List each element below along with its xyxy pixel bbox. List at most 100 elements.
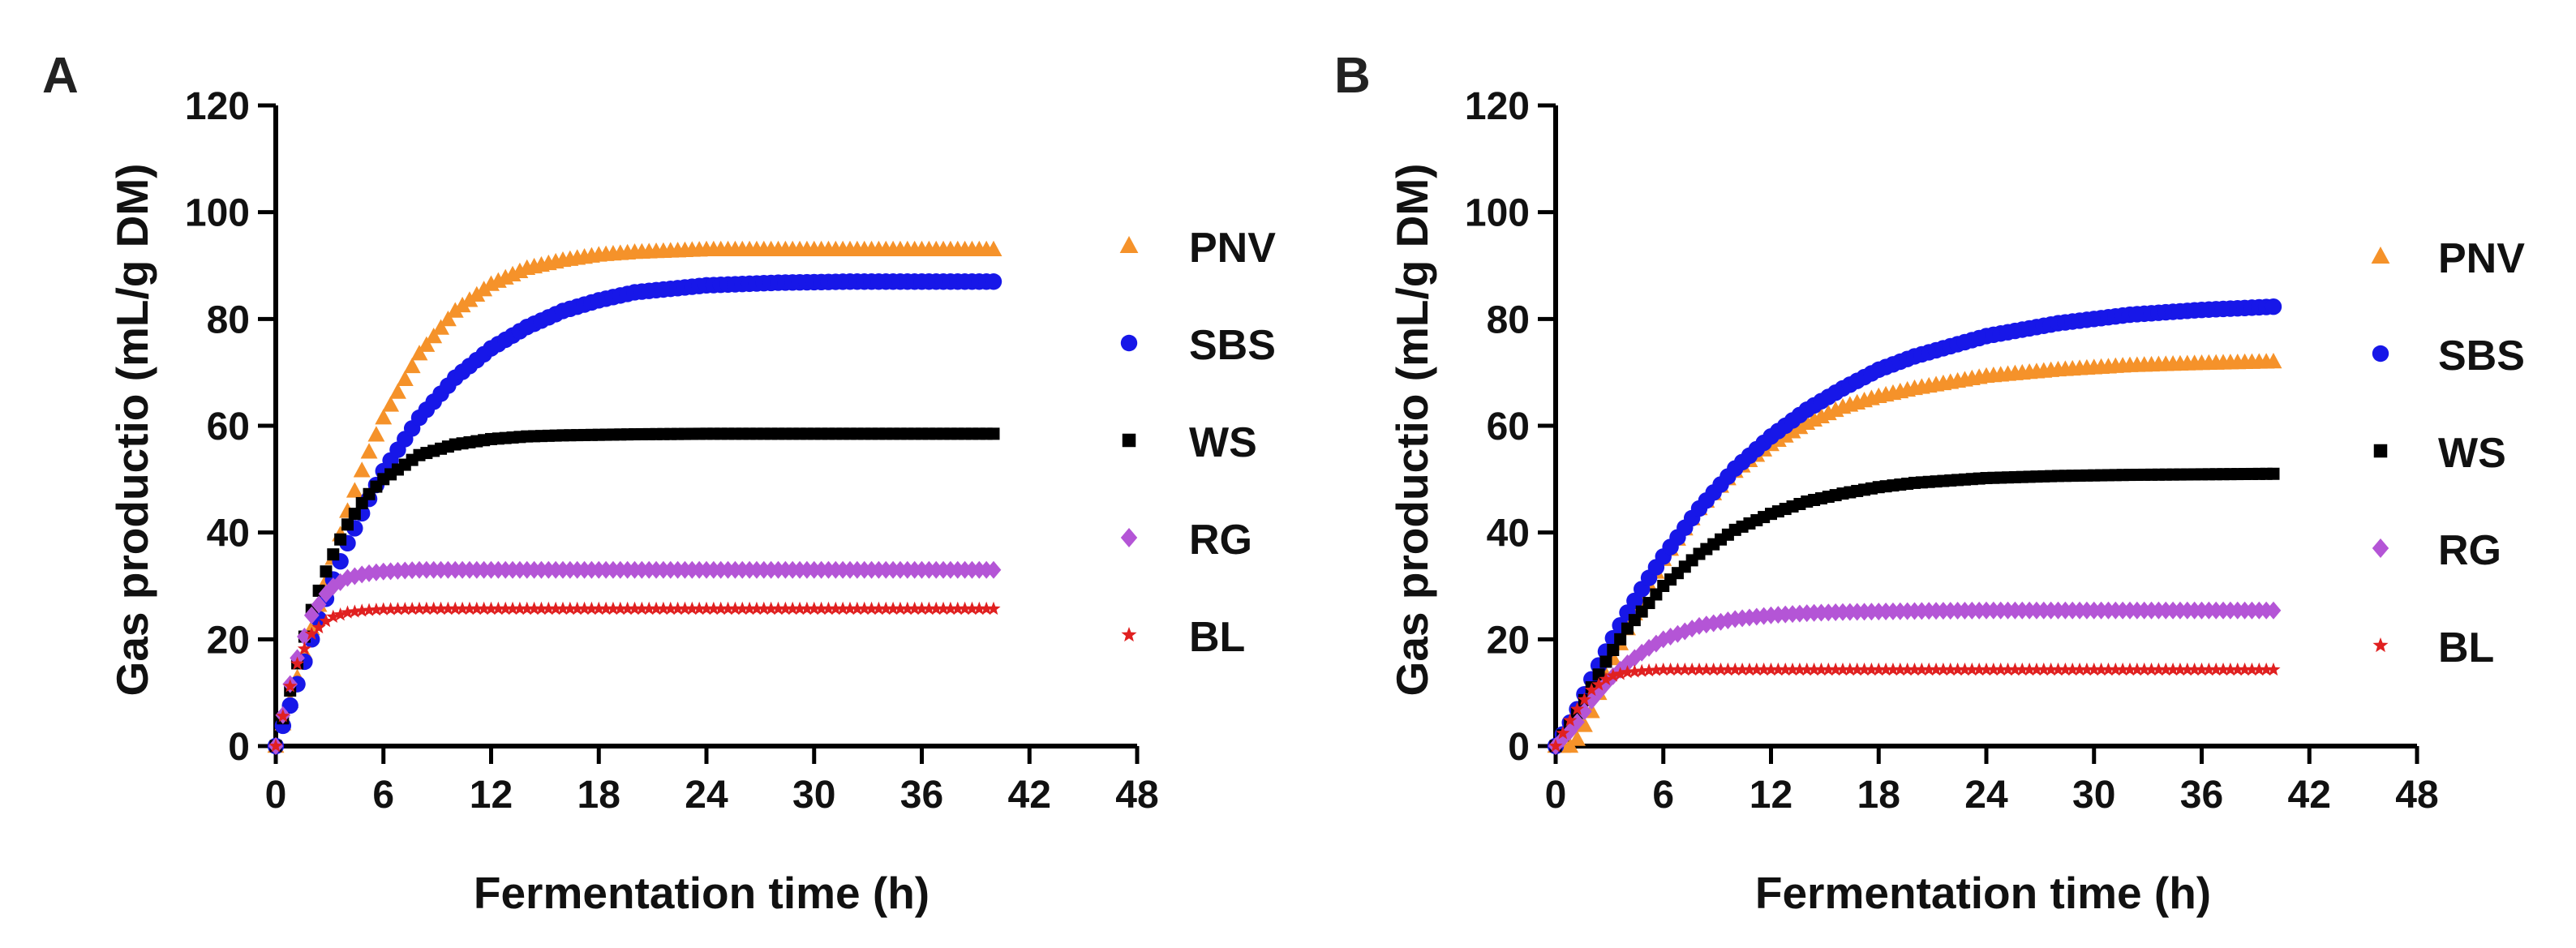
data-point-bl [362,603,376,616]
data-point-rg [1620,654,1635,672]
data-point-rg [985,560,1002,579]
data-point-bl [620,601,635,616]
data-point-bl [900,601,915,616]
data-point-bl [290,656,305,670]
data-point-bl [384,602,398,616]
data-point-bl [2252,662,2266,676]
data-point-bl [1692,662,1707,676]
data-point-bl [455,601,470,616]
x-axis-title-b: Fermentation time (h) [1755,868,2211,918]
data-point-rg [333,573,348,591]
data-point-rg [303,606,320,624]
panel-b: B Gas productio (mL/g DM) Fermentation t… [1334,48,2525,918]
data-point-bl [548,601,563,616]
y-tick-label: 40 [1487,513,1530,556]
ticks-a: 0 20 40 60 80 100 120 0 6 12 18 24 30 36 42 48 [185,85,1159,817]
data-point-pnv [396,370,414,386]
data-point-bl [534,601,549,616]
data-point-bl [2209,662,2223,676]
data-point-bl [2022,662,2037,676]
data-point-bl [2130,662,2145,676]
data-point-bl [1742,662,1757,676]
data-point-bl [311,620,326,634]
data-point-bl [692,601,706,616]
data-point-bl [369,602,384,616]
data-point-pnv [375,409,393,425]
data-point-bl [627,601,642,616]
data-point-bl [2094,662,2109,676]
data-point-sbs [2265,298,2282,315]
data-point-bl [2000,662,2016,676]
data-point-bl [735,601,749,616]
data-point-bl [513,601,527,616]
x-tick-label: 42 [1008,774,1051,817]
legend-label-rg: RG [2438,527,2501,574]
series-bl [268,601,1001,753]
data-point-bl [376,602,391,616]
data-point-bl [850,601,865,616]
data-point-bl [1569,701,1585,715]
data-point-bl [2072,662,2087,676]
data-point-rg [311,595,327,614]
data-point-bl [1914,662,1929,676]
data-point-bl [1728,662,1742,676]
panel-letter-a: A [42,48,79,104]
series-ws [269,427,1000,753]
data-point-bl [1750,662,1764,676]
data-point-bl [2058,662,2072,676]
data-point-bl [814,601,829,616]
data-point-bl [1936,662,1951,676]
legend-label-bl: BL [2438,624,2494,671]
data-point-bl [584,601,599,616]
data-point-bl [864,601,879,616]
data-point-bl [570,601,585,616]
data-point-bl [1943,662,1958,676]
data-point-bl [520,601,535,616]
data-point-pnv [468,285,486,302]
data-point-bl [527,601,542,616]
data-point-bl [972,601,986,616]
y-tick-label: 120 [1465,85,1530,128]
x-tick-label: 6 [372,774,394,817]
data-point-bl [1986,662,2001,676]
data-point-bl [714,601,728,616]
axes-b [1553,105,2417,749]
data-point-bl [1634,663,1649,677]
data-point-ws [1607,644,1620,656]
data-point-bl [720,601,736,616]
series-b [1547,298,2282,755]
legend-marker-sbs [1120,334,1138,352]
data-point-bl [979,601,994,616]
data-point-pnv [475,281,493,297]
data-point-pnv [418,336,436,352]
data-point-pnv [382,396,400,412]
data-point-bl [433,601,449,616]
data-point-pnv [425,328,443,344]
data-point-bl [886,601,900,616]
data-point-bl [427,601,441,616]
data-point-bl [1979,662,1994,676]
data-point-bl [908,601,922,616]
panel-a: A Gas productio (mL/g DM) Fermentation t… [42,48,1276,918]
data-point-rg [368,563,384,581]
data-point-bl [1664,662,1678,676]
data-point-bl [1677,662,1692,676]
legend-marker-pnv [1119,236,1139,253]
data-point-pnv [360,443,378,459]
data-point-bl [1907,662,1922,676]
series-a [267,240,1002,755]
legend-marker-ws [2373,444,2388,458]
data-point-bl [828,601,843,616]
data-point-bl [2123,662,2137,676]
data-point-bl [1864,662,1878,676]
data-point-bl [556,601,570,616]
data-point-bl [483,601,499,616]
legend-marker-sbs [2372,345,2389,362]
y-tick-label: 100 [185,192,250,235]
data-point-pnv [461,291,479,307]
data-point-bl [2201,662,2216,676]
x-tick-label: 18 [577,774,620,817]
legend-label-bl: BL [1189,614,1245,661]
data-point-bl [1757,662,1771,676]
